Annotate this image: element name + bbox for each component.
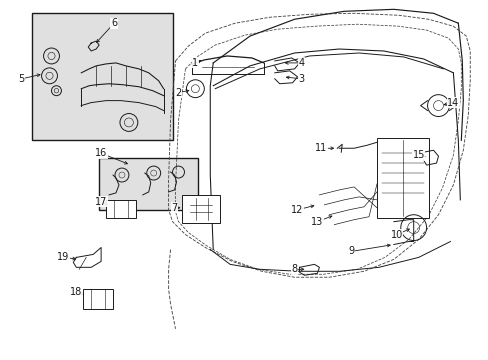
- Text: 11: 11: [315, 143, 327, 153]
- Text: 8: 8: [291, 264, 297, 274]
- Text: 13: 13: [311, 217, 323, 227]
- Text: 5: 5: [19, 74, 25, 84]
- Text: 12: 12: [291, 205, 303, 215]
- Text: 15: 15: [411, 150, 424, 160]
- Bar: [376, 138, 427, 218]
- Text: 7: 7: [171, 203, 177, 213]
- Bar: [182, 195, 220, 223]
- Text: 18: 18: [70, 287, 82, 297]
- Bar: [106, 200, 136, 218]
- Bar: [99, 158, 198, 210]
- Bar: [83, 289, 113, 309]
- Text: 3: 3: [298, 74, 304, 84]
- Text: 19: 19: [57, 252, 69, 262]
- Text: 9: 9: [347, 247, 353, 256]
- Text: 10: 10: [390, 230, 402, 239]
- Text: 4: 4: [298, 58, 304, 68]
- Text: 6: 6: [111, 18, 117, 28]
- Bar: [32, 13, 172, 140]
- Text: 17: 17: [95, 197, 107, 207]
- Text: 16: 16: [95, 148, 107, 158]
- Text: 2: 2: [175, 88, 181, 98]
- Text: 14: 14: [447, 98, 459, 108]
- Text: 1: 1: [192, 58, 198, 68]
